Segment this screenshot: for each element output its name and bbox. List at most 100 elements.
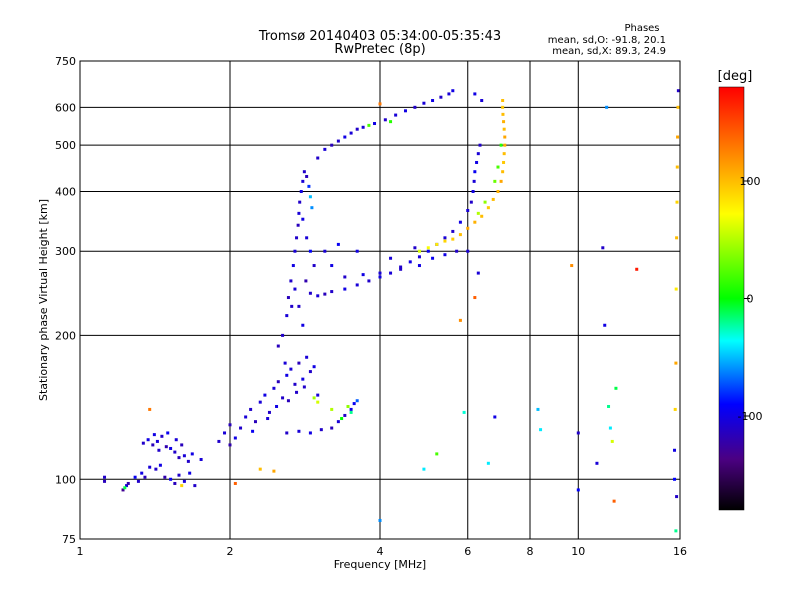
data-point bbox=[285, 314, 289, 318]
data-point bbox=[673, 407, 677, 411]
data-point bbox=[673, 477, 677, 481]
data-point bbox=[121, 488, 125, 492]
data-point bbox=[310, 206, 314, 210]
data-point bbox=[674, 287, 678, 291]
data-point bbox=[501, 112, 505, 116]
stats-x-mode: mean, sd,X: 89.3, 24.9 bbox=[552, 46, 666, 57]
y-tick-label: 300 bbox=[55, 245, 76, 258]
data-point bbox=[301, 217, 305, 221]
data-point bbox=[307, 184, 311, 188]
data-point bbox=[258, 467, 262, 471]
data-point bbox=[422, 467, 426, 471]
data-point bbox=[499, 179, 503, 183]
data-point bbox=[343, 135, 347, 139]
data-point bbox=[136, 479, 140, 483]
data-point bbox=[466, 249, 470, 253]
data-point bbox=[352, 402, 356, 406]
data-point bbox=[539, 428, 543, 432]
data-point bbox=[308, 370, 312, 374]
data-point bbox=[389, 120, 393, 124]
data-point bbox=[443, 253, 447, 257]
data-point bbox=[305, 236, 309, 240]
colorbar-tick-label: 100 bbox=[740, 175, 761, 188]
data-point bbox=[291, 264, 295, 268]
data-point bbox=[249, 407, 253, 411]
data-point bbox=[355, 399, 359, 403]
data-point bbox=[188, 471, 192, 475]
data-point bbox=[312, 365, 316, 369]
data-point bbox=[312, 264, 316, 268]
data-point bbox=[491, 197, 495, 201]
data-point bbox=[316, 156, 320, 160]
data-point bbox=[431, 99, 435, 103]
data-point bbox=[330, 143, 334, 147]
data-point bbox=[499, 143, 503, 147]
y-axis-ticks: 75 100 200 300 400 500 600 750 bbox=[55, 55, 76, 546]
data-point bbox=[462, 410, 466, 414]
data-point bbox=[177, 456, 181, 460]
data-point bbox=[143, 475, 147, 479]
data-point bbox=[166, 431, 170, 435]
y-tick-label: 400 bbox=[55, 185, 76, 198]
stats-o-mode: mean, sd,O: -91.8, 20.1 bbox=[548, 35, 666, 46]
data-point bbox=[164, 445, 168, 449]
y-axis-label: Stationary phase Virtual Height [km] bbox=[37, 199, 50, 401]
data-point bbox=[312, 396, 316, 400]
data-point bbox=[355, 127, 359, 131]
data-point bbox=[340, 417, 344, 421]
data-point bbox=[276, 344, 280, 348]
data-point bbox=[199, 457, 203, 461]
data-point bbox=[413, 105, 417, 109]
data-point bbox=[455, 249, 459, 253]
data-point bbox=[174, 438, 178, 442]
data-point bbox=[361, 125, 365, 129]
stats-heading: Phases bbox=[624, 23, 659, 34]
data-point bbox=[308, 249, 312, 253]
data-point bbox=[319, 428, 323, 432]
data-point bbox=[610, 439, 614, 443]
data-point bbox=[614, 386, 618, 390]
data-point bbox=[674, 529, 678, 533]
data-point bbox=[476, 271, 480, 275]
data-point bbox=[148, 407, 152, 411]
data-point bbox=[228, 443, 232, 447]
y-tick-label: 100 bbox=[55, 473, 76, 486]
data-point bbox=[297, 211, 301, 215]
data-point bbox=[290, 304, 294, 308]
data-point bbox=[217, 439, 221, 443]
data-point bbox=[675, 495, 679, 499]
data-point bbox=[308, 195, 312, 199]
data-point bbox=[676, 105, 680, 109]
data-point bbox=[305, 355, 309, 359]
data-point bbox=[182, 454, 186, 458]
data-point bbox=[451, 89, 455, 93]
data-point bbox=[239, 426, 243, 430]
data-point bbox=[173, 450, 177, 454]
data-point bbox=[473, 220, 477, 224]
data-point bbox=[612, 499, 616, 503]
data-point bbox=[675, 236, 679, 240]
data-point bbox=[355, 283, 359, 287]
data-point bbox=[635, 267, 639, 271]
x-tick-label: 2 bbox=[227, 545, 234, 558]
data-point bbox=[180, 484, 184, 488]
data-point bbox=[605, 105, 609, 109]
data-point bbox=[608, 426, 612, 430]
data-point bbox=[343, 275, 347, 279]
data-point bbox=[316, 400, 320, 404]
data-point bbox=[285, 431, 289, 435]
data-point bbox=[422, 101, 426, 105]
data-point bbox=[297, 361, 301, 365]
data-point bbox=[266, 417, 270, 421]
data-point bbox=[233, 436, 237, 440]
chart-title: Tromsø 20140403 05:34:00-05:35:43 bbox=[258, 29, 501, 44]
data-point bbox=[493, 415, 497, 419]
data-point bbox=[182, 479, 186, 483]
data-point bbox=[286, 399, 290, 403]
data-point bbox=[281, 333, 285, 337]
data-point bbox=[223, 431, 227, 435]
data-point bbox=[295, 390, 299, 394]
data-point bbox=[272, 386, 276, 390]
data-point bbox=[502, 152, 506, 156]
data-point bbox=[601, 246, 605, 250]
